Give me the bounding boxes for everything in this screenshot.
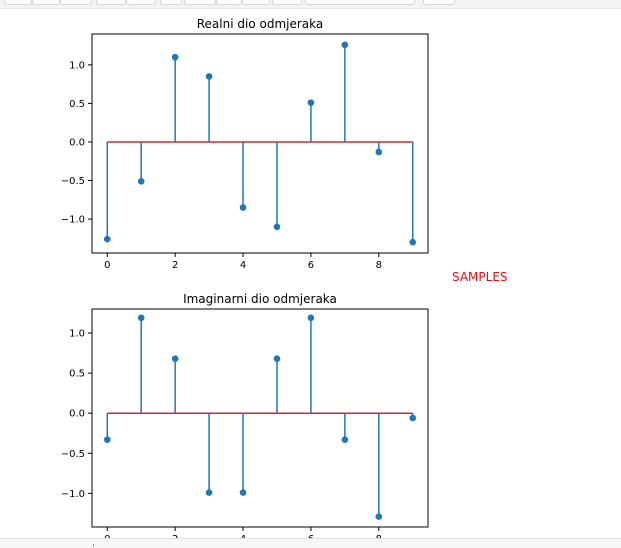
x-tick-label: 8 <box>376 260 382 271</box>
real-part-chart: Realni dio odmjeraka 1.0 0.5 0.0 −0.5 −1.0 0 2 4… <box>61 17 429 271</box>
stem-marker <box>103 436 111 443</box>
toolbar-button[interactable] <box>216 0 242 5</box>
chart-title: Imaginarni dio odmjeraka <box>183 292 337 306</box>
stem-marker <box>103 235 111 243</box>
toolbar-button[interactable] <box>160 0 182 5</box>
x-tick-label: 4 <box>240 260 246 271</box>
y-tick-label: 0.0 <box>69 137 85 148</box>
toolbar-strip <box>0 0 621 9</box>
toolbar-button[interactable] <box>272 0 302 5</box>
toolbar-button[interactable] <box>184 0 216 5</box>
stem-marker <box>137 177 145 185</box>
x-tick-label: 2 <box>172 260 178 271</box>
toolbar-button[interactable] <box>423 0 455 5</box>
stem-marker <box>375 513 383 520</box>
stem-marker <box>307 99 315 106</box>
plot-frame <box>91 308 429 528</box>
x-tick-label: 6 <box>308 260 314 271</box>
stem-marker <box>409 238 417 246</box>
toolbar-button[interactable] <box>32 0 60 5</box>
stem-marker <box>239 489 247 496</box>
chart-title: Realni dio odmjeraka <box>197 17 323 31</box>
stem-marker <box>205 489 213 496</box>
x-tick-label: 0 <box>104 260 110 271</box>
stem-marker <box>137 314 145 322</box>
y-tick-label: 0.5 <box>69 99 85 110</box>
stem-marker <box>375 148 383 156</box>
y-tick-label: −0.5 <box>61 176 85 187</box>
stem-marker <box>171 53 179 61</box>
stem-marker <box>273 223 281 231</box>
y-tick-label: 0.0 <box>69 409 85 420</box>
y-tick-label: 0.5 <box>69 369 85 380</box>
stem-marker <box>341 436 349 443</box>
bottom-scroll-strip <box>0 538 621 548</box>
plot-frame <box>91 33 429 254</box>
stem-marker <box>341 41 349 49</box>
toolbar-button[interactable] <box>242 0 270 5</box>
stem-marker <box>273 355 281 362</box>
stem-marker <box>205 73 213 80</box>
stem-marker <box>239 204 247 211</box>
y-tick-label: 1.0 <box>69 60 85 71</box>
toolbar-button[interactable] <box>60 0 92 5</box>
bottom-marker <box>93 544 94 547</box>
y-tick-label: −0.5 <box>61 449 85 460</box>
y-tick-label: −1.0 <box>61 489 85 500</box>
stem-marker <box>171 355 179 362</box>
stem-marker <box>307 314 315 322</box>
stem-marker <box>409 414 417 422</box>
toolbar-button[interactable] <box>126 0 156 5</box>
samples-label: SAMPLES <box>452 270 508 284</box>
toolbar-button[interactable] <box>4 0 32 5</box>
y-tick-label: 1.0 <box>69 329 85 340</box>
y-tick-label: −1.0 <box>61 215 85 226</box>
toolbar-dropdown[interactable] <box>305 0 415 5</box>
toolbar-button[interactable] <box>96 0 126 5</box>
